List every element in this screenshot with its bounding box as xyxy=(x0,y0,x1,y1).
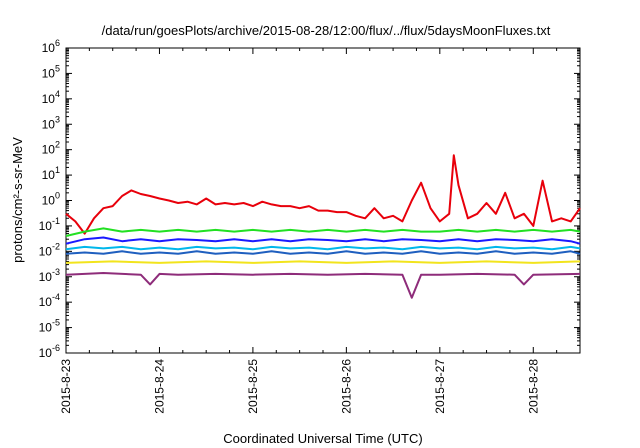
y-tick-label: 10-4 xyxy=(39,292,60,309)
series-line-4 xyxy=(65,250,581,255)
y-tick-label: 104 xyxy=(42,89,60,106)
series-line-0 xyxy=(65,154,581,235)
series-line-3 xyxy=(65,245,581,251)
x-axis-title: Coordinated Universal Time (UTC) xyxy=(223,431,422,446)
y-tick-label: 103 xyxy=(42,114,60,131)
plot-frame xyxy=(65,47,581,354)
y-tick-label: 10-2 xyxy=(39,241,60,258)
y-tick-label: 105 xyxy=(42,63,60,80)
y-tick-label: 10-3 xyxy=(39,267,60,284)
y-tick-label: 10-1 xyxy=(39,216,60,233)
y-axis-ticks: 10-6 10-5 10-4 10-3 10-2 10-1 100 101 102 103 104 1… xyxy=(39,38,580,360)
y-tick-label: 106 xyxy=(42,38,60,55)
x-tick-label: 2015-8-26 xyxy=(339,359,353,414)
x-tick-label: 2015-8-25 xyxy=(246,359,260,414)
series-line-1 xyxy=(65,227,581,237)
series-line-6 xyxy=(65,272,581,299)
series-line-2 xyxy=(65,236,581,245)
x-tick-label: 2015-8-27 xyxy=(433,359,447,414)
x-tick-label: 2015-8-23 xyxy=(59,359,73,414)
x-tick-label: 2015-8-24 xyxy=(152,359,166,414)
y-axis-title: protons/cm²-s-sr-MeV xyxy=(10,137,25,263)
series-layer xyxy=(65,154,581,299)
y-tick-label: 10-5 xyxy=(39,318,60,335)
y-tick-label: 10-6 xyxy=(39,343,60,360)
y-tick-label: 100 xyxy=(42,191,60,208)
x-tick-label: 2015-8-28 xyxy=(526,359,540,414)
y-tick-label: 101 xyxy=(42,165,60,182)
chart-title: /data/run/goesPlots/archive/2015-08-28/1… xyxy=(102,23,551,38)
series-line-5 xyxy=(65,260,581,264)
y-tick-label: 102 xyxy=(42,140,60,157)
x-axis-ticks: 2015-8-23 2015-8-24 2015-8-25 2015-8-26 2015… xyxy=(59,48,581,414)
